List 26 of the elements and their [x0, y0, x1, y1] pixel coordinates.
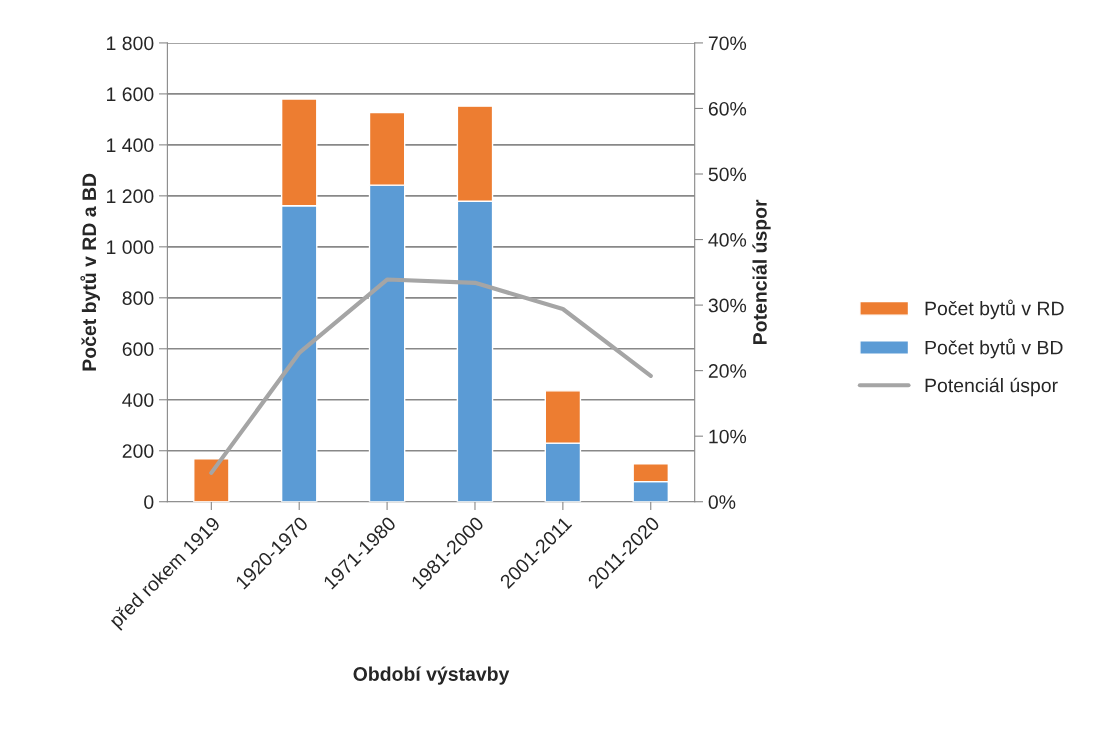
- y2-tick-label: 0%: [708, 495, 736, 509]
- y2-tick-label: 40%: [708, 233, 747, 247]
- y-axis-title: Počet bytů v RD a BD: [80, 173, 100, 371]
- y2-axis-title: Potenciál úspor: [752, 199, 771, 344]
- y2-tick-label: 30%: [708, 298, 747, 313]
- y-tick-label: 1 000: [107, 240, 154, 255]
- legend-label: Počet bytů v BD: [925, 338, 1063, 359]
- line-series: [209, 277, 653, 475]
- y-tick-label: 0: [144, 495, 154, 509]
- x-axis-title: Období výstavby: [353, 666, 510, 685]
- y2-tick-label: 10%: [709, 429, 747, 444]
- y-tick-label: 800: [122, 291, 154, 306]
- y-tick-label: 1 800: [107, 36, 154, 51]
- y-tick-label: 600: [122, 342, 154, 357]
- y2-tick-label: 70%: [708, 36, 747, 51]
- legend-label: Potenciál úspor: [925, 377, 1058, 397]
- y-tick-label: 200: [122, 444, 154, 458]
- y-tick-label: 1 600: [107, 87, 154, 102]
- y-tick-label: 400: [122, 393, 154, 407]
- y2-tick-label: 50%: [708, 167, 747, 182]
- bar: [193, 458, 230, 502]
- y2-tick-label: 20%: [708, 364, 747, 378]
- y-tick-label: 1 400: [107, 138, 154, 153]
- y-tick-label: 1 200: [107, 189, 154, 204]
- legend-label: Počet bytů v RD: [925, 299, 1064, 320]
- y2-tick-label: 60%: [708, 101, 747, 116]
